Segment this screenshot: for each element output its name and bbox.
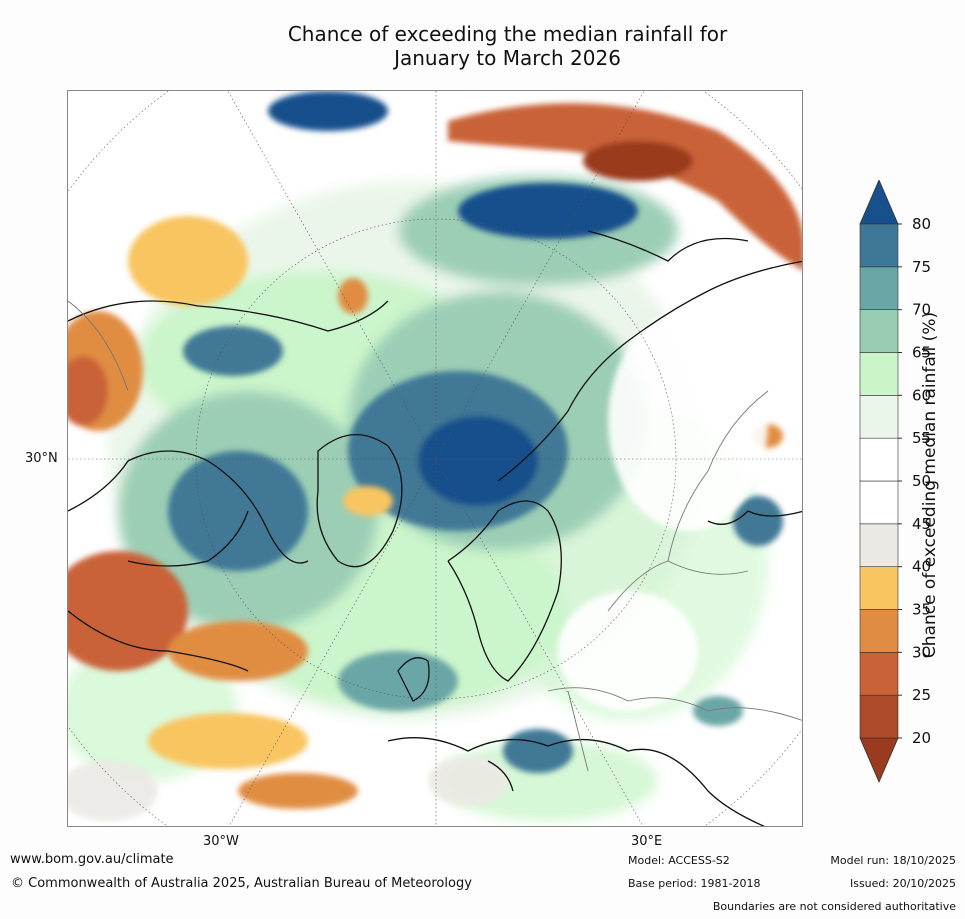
field-brown-southwest xyxy=(68,551,188,671)
british-isles-coast xyxy=(397,657,430,702)
field-yellow-pacific-west xyxy=(128,216,248,306)
colorbar-tick-label: 25 xyxy=(912,686,931,704)
scandinavia-coast xyxy=(447,500,562,682)
field-blue-canada xyxy=(168,451,308,571)
colorbar-band-35-40 xyxy=(859,566,899,610)
model-run-text: Model run: 18/10/2025 xyxy=(830,854,956,867)
copyright-text: © Commonwealth of Australia 2025, Austra… xyxy=(11,876,472,891)
colorbar-band-40-45 xyxy=(859,523,899,567)
field-blue-alaska xyxy=(183,326,283,376)
north-america-coast xyxy=(68,610,249,672)
national-borders xyxy=(68,300,802,772)
field-yellow-south xyxy=(148,713,308,769)
longitude-label-30w: 30°W xyxy=(203,834,239,849)
colorbar: 20 25 30 35 40 45 50 55 60 65 70 75 80 xyxy=(859,180,931,784)
colorbar-tick-label: 55 xyxy=(912,429,931,447)
field-yellow-greenland xyxy=(343,486,393,516)
colorbar-tick-label: 45 xyxy=(912,515,931,533)
base-period-text: Base period: 1981-2018 xyxy=(628,877,761,890)
rainfall-probability-map xyxy=(67,90,803,827)
model-text: Model: ACCESS-S2 xyxy=(628,854,730,867)
field-orange-south xyxy=(238,773,358,809)
colorbar-segments xyxy=(859,180,899,784)
colorbar-band-30-35 xyxy=(859,609,899,653)
field-blue-asia xyxy=(733,496,783,546)
graticule xyxy=(68,91,802,826)
colorbar-band-25-30 xyxy=(859,652,899,696)
colorbar-arrow-top xyxy=(859,180,899,225)
field-light-green-south xyxy=(438,741,658,821)
siberia-coast xyxy=(497,260,802,482)
colorbar-arrow-bottom xyxy=(859,737,899,784)
colorbar-band-45-50 xyxy=(859,480,899,525)
east-asia-coast xyxy=(707,510,802,525)
field-darkblue-pacific xyxy=(458,183,638,239)
colorbar-ticks: 20 25 30 35 40 45 50 55 60 65 70 75 80 xyxy=(898,215,931,747)
colorbar-tick-label: 75 xyxy=(912,258,931,276)
field-grey-south xyxy=(428,756,508,806)
colorbar-band-20-25 xyxy=(859,694,899,739)
field-darkblue-arctic xyxy=(418,416,538,506)
canada-arctic-coast xyxy=(68,450,309,564)
chukotka-coast xyxy=(587,230,749,262)
field-orange-southwest xyxy=(168,621,308,681)
colorbar-tick-label: 30 xyxy=(912,643,931,661)
border-1 xyxy=(547,687,802,721)
title-line-2: January to March 2026 xyxy=(394,46,621,70)
colorbar-tick-label: 40 xyxy=(912,558,931,576)
field-blue-mediterranean xyxy=(503,729,573,773)
colorbar-tick-label: 35 xyxy=(912,601,931,619)
field-teal-middle-east xyxy=(693,696,743,726)
field-darkbrown-pacific xyxy=(583,141,693,181)
alaska-coast xyxy=(68,300,389,332)
field-orange-alaska xyxy=(338,278,368,314)
colorbar-title: Chance of exceeding median rainfall (%) xyxy=(920,311,940,659)
border-4 xyxy=(667,390,769,562)
website-link[interactable]: www.bom.gov.au/climate xyxy=(10,852,174,867)
colorbar-tick-label: 50 xyxy=(912,472,931,490)
disclaimer-text: Boundaries are not considered authoritat… xyxy=(712,900,956,913)
longitude-label-30e: 30°E xyxy=(631,834,663,849)
field-brown-pacific xyxy=(448,103,802,270)
graticule-meridian-30e xyxy=(227,91,644,826)
title-line-1: Chance of exceeding the median rainfall … xyxy=(287,22,728,46)
colorbar-tick-label: 65 xyxy=(912,344,931,362)
colorbar-tick-label: 80 xyxy=(912,215,931,233)
colorbar-tick-label: 60 xyxy=(912,386,931,404)
coastlines xyxy=(68,230,802,826)
colorbar-band-65-70 xyxy=(859,309,899,353)
field-teal-atlantic xyxy=(338,651,458,711)
colorbar-band-50-55 xyxy=(859,437,899,482)
colorbar-tick-label: 20 xyxy=(912,729,931,747)
chart-title: Chance of exceeding the median rainfall … xyxy=(190,22,825,70)
field-grey-southwest xyxy=(68,761,158,821)
mediterranean-coast xyxy=(387,737,766,826)
graticule-meridian-30w xyxy=(228,91,645,826)
field-darkblue-top xyxy=(268,91,388,131)
colorbar-band-60-65 xyxy=(859,352,899,396)
latitude-label-30n: 30°N xyxy=(25,451,58,466)
colorbar-band-75-80 xyxy=(859,223,899,268)
greenland-coast xyxy=(316,434,403,568)
border-5 xyxy=(68,300,129,392)
border-3 xyxy=(567,690,589,772)
field-brown-west xyxy=(68,356,108,426)
italy-coast xyxy=(487,760,514,792)
issued-text: Issued: 20/10/2025 xyxy=(849,877,956,890)
field-white-asia xyxy=(608,311,768,531)
map-canvas xyxy=(68,91,802,826)
colorbar-band-55-60 xyxy=(859,395,899,439)
border-2 xyxy=(607,560,749,612)
hudson-bay-coast xyxy=(127,510,249,567)
field-white-eastern-europe xyxy=(558,591,698,711)
colorbar-tick-label: 70 xyxy=(912,301,931,319)
colorbar-band-70-75 xyxy=(859,266,899,310)
